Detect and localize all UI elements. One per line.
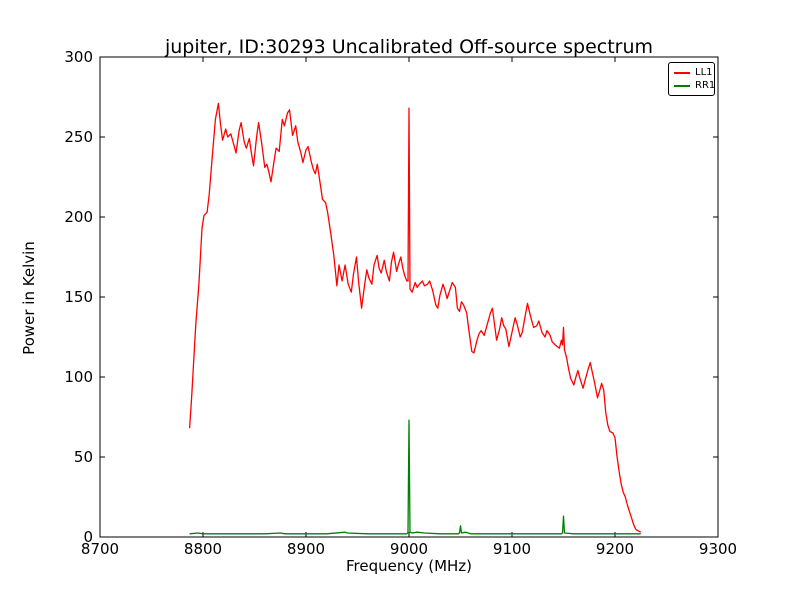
x-tick-label: 8800 — [183, 540, 223, 558]
y-tick-label: 0 — [83, 528, 93, 546]
legend-entry-rr1: RR1 — [674, 79, 715, 92]
ll1-line-swatch — [674, 71, 690, 74]
y-tick-label: 300 — [64, 48, 93, 66]
x-tick-label: 9100 — [492, 540, 532, 558]
x-tick-label: 8900 — [286, 540, 326, 558]
y-tick-label: 250 — [64, 128, 93, 146]
legend-label-ll1: LL1 — [695, 67, 713, 78]
x-tick-label: 9000 — [389, 540, 429, 558]
legend-label-rr1: RR1 — [695, 80, 716, 91]
x-tick-label: 9300 — [698, 540, 738, 558]
rr1-spectrum-line — [189, 419, 641, 535]
y-tick-label: 200 — [64, 208, 93, 226]
chart-title: jupiter, ID:30293 Uncalibrated Off-sourc… — [164, 36, 654, 58]
legend: LL1 RR1 — [668, 62, 715, 96]
legend-entry-ll1: LL1 — [674, 66, 713, 79]
x-tick-label: 8700 — [80, 540, 120, 558]
ll1-spectrum-line — [188, 102, 642, 533]
y-tick-label: 150 — [64, 288, 93, 306]
x-axis-label: Frequency (MHz) — [345, 557, 473, 575]
y-tick-label: 50 — [73, 448, 93, 466]
rr1-line-swatch — [674, 84, 690, 87]
x-tick-label: 9200 — [595, 540, 635, 558]
y-tick-label: 100 — [64, 368, 93, 386]
